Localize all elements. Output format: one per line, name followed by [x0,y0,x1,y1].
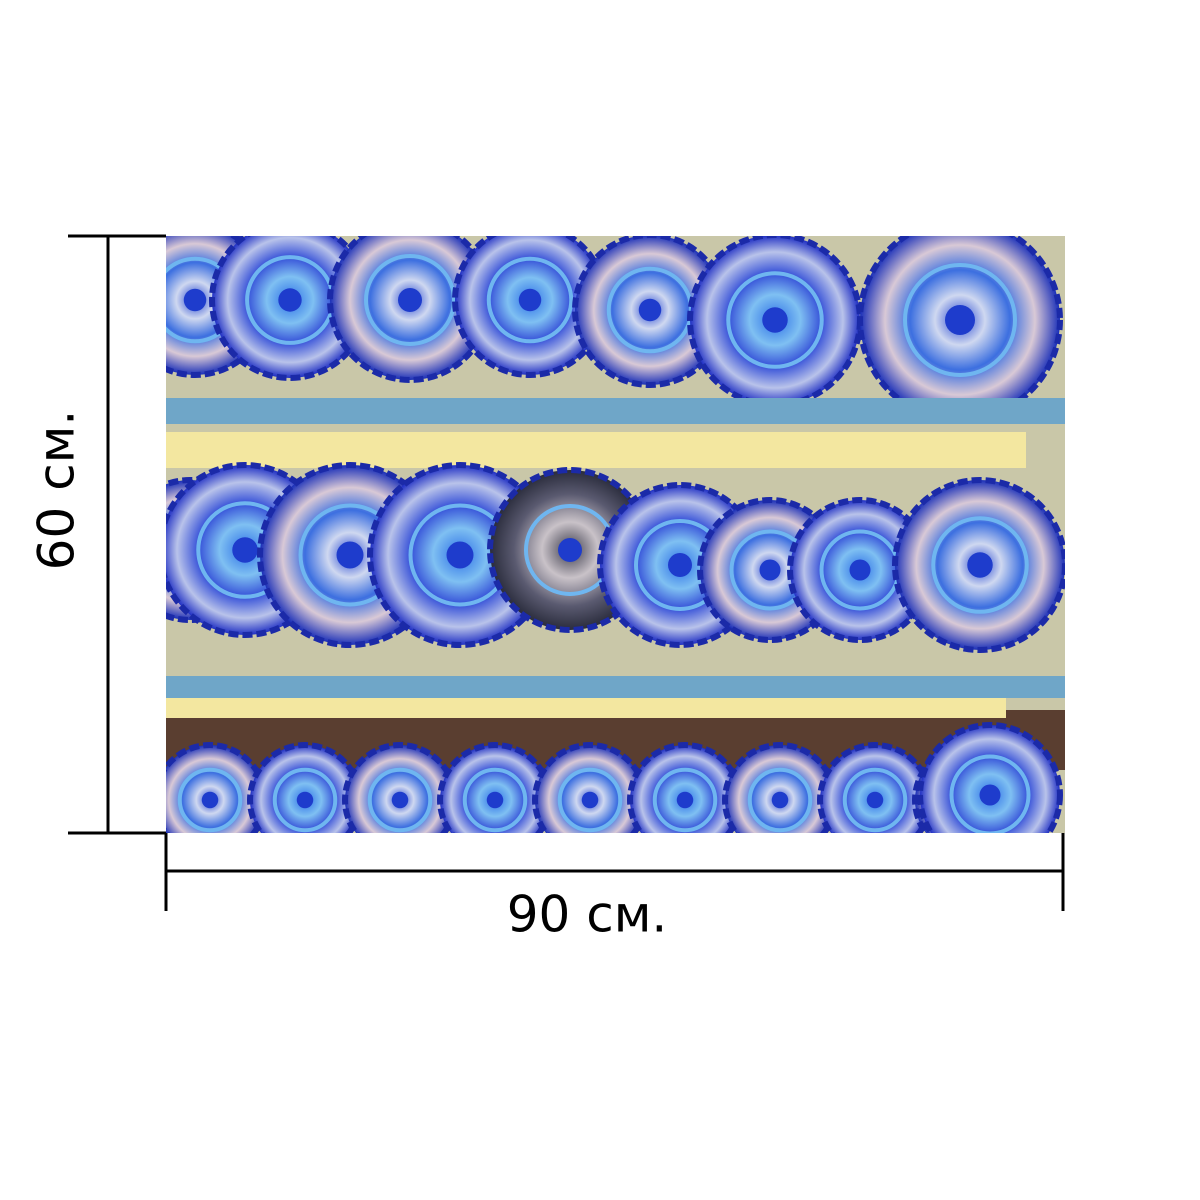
plate-ring [462,767,528,833]
height-dimension: 60 см. [28,234,166,835]
plate-center [518,288,542,312]
plate-center [296,791,314,809]
plate-center [945,305,975,335]
plate-center [638,298,662,322]
light-strip [166,698,1006,718]
plate-center [558,538,582,562]
plate-center [232,537,258,563]
shelf [166,398,1065,424]
plate-ring [747,767,813,833]
plate-center [676,791,694,809]
plate-center [391,791,409,809]
plate-center [446,541,474,569]
plate-ring [726,271,824,369]
width-label: 90 см. [507,886,668,944]
height-label: 60 см. [28,410,86,571]
width-dimension: 90 см. [164,833,1065,944]
plate-center [979,784,1001,806]
plate-center [581,791,599,809]
plate-center [762,307,788,333]
plate-center [967,552,993,578]
plate-ring [367,767,433,833]
plate-center [759,559,781,581]
plate-center [336,541,364,569]
plate-center [849,559,871,581]
light-strip [166,432,1026,468]
plate-center [201,791,219,809]
plate-center [278,288,302,312]
shelf [166,676,1065,698]
plate-ring [486,256,574,344]
plate-ring [177,767,243,833]
plate-center [398,288,422,312]
plate-ring [949,754,1031,833]
photo [166,236,1065,833]
plate-center [486,791,504,809]
plate-center [183,288,207,312]
plate-center [866,791,884,809]
plate-center [668,553,692,577]
plate-ring [557,767,623,833]
plate-ring [272,767,338,833]
plate-ring [903,263,1017,377]
plate-ring [842,767,908,833]
plate-center [771,791,789,809]
plate-ring [931,516,1029,614]
plate-ring [364,254,456,346]
plate-ring [652,767,718,833]
